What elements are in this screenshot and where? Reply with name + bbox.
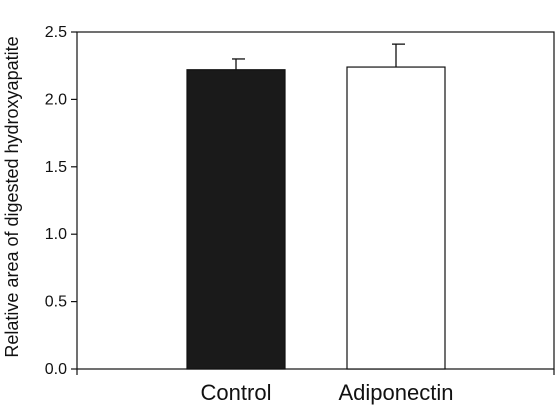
error-bars-group [232,43,405,70]
y-tick-label: 2.0 [45,91,67,108]
y-axis-ticks: 0.0 0.5 1.0 1.5 2.0 2.5 [45,24,555,378]
x-label-control: Control [201,380,272,405]
y-tick-label: 1.5 [45,159,67,176]
x-label-adiponectin: Adiponectin [339,380,454,405]
y-tick-label: 2.5 [45,24,67,41]
bar-control [186,69,286,370]
plot-area [76,31,555,370]
y-axis-title: Relative area of digested hydroxyapatite [2,36,22,357]
bars-group [186,66,446,370]
y-tick-label: 1.0 [45,226,67,243]
y-tick-label: 0.5 [45,294,67,311]
y-tick-label: 0.0 [45,361,67,378]
bar-adiponectin [346,66,446,370]
x-axis-labels: Control Adiponectin [201,380,454,405]
plot-border [76,31,555,370]
